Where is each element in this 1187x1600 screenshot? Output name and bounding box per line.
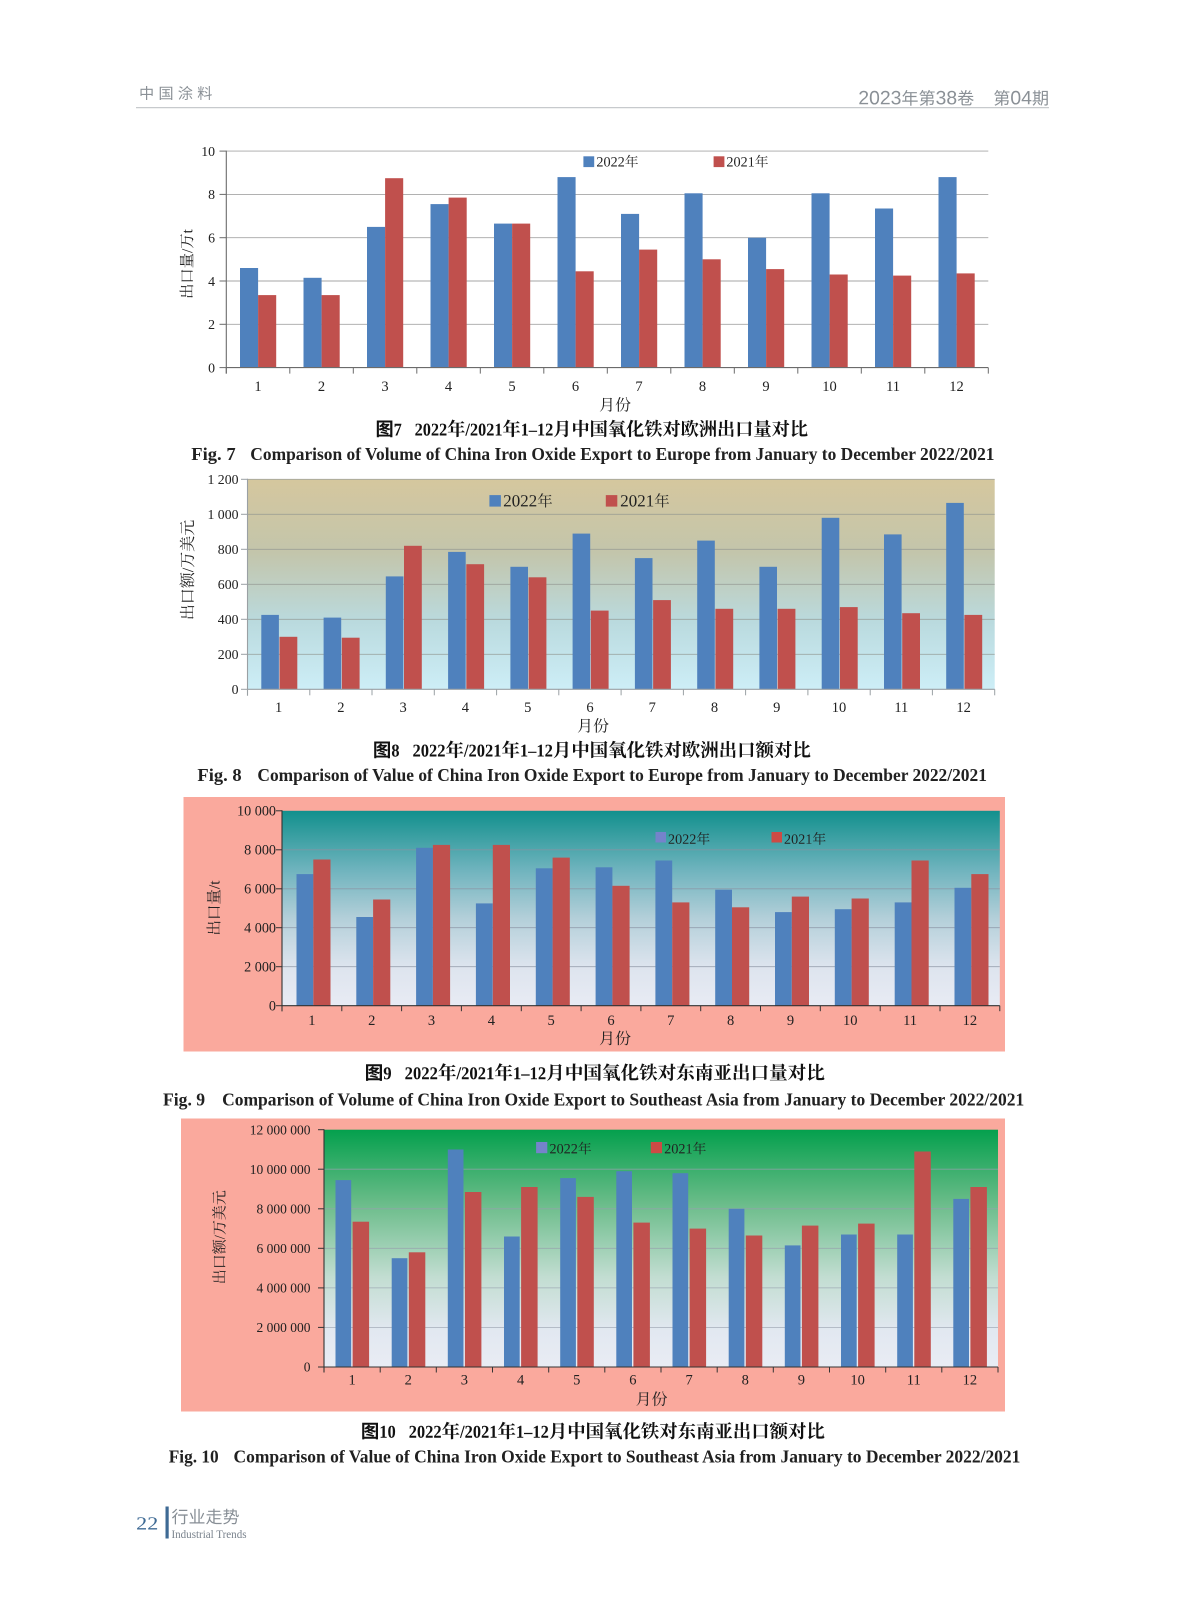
svg-text:2 000 000: 2 000 000 [257, 1320, 311, 1335]
svg-text:9: 9 [773, 700, 780, 716]
svg-text:6: 6 [607, 1013, 614, 1029]
svg-text:12: 12 [963, 1013, 978, 1029]
svg-text:5: 5 [548, 1013, 555, 1029]
svg-text:Comparison of Volume of China: Comparison of Volume of China Iron Oxide… [222, 1090, 1024, 1110]
svg-text:5: 5 [524, 700, 531, 716]
svg-text:8 000: 8 000 [244, 843, 276, 859]
svg-text:10: 10 [850, 1373, 865, 1389]
svg-text:8: 8 [699, 379, 706, 395]
svg-text:1: 1 [254, 379, 261, 395]
svg-text:12 000 000: 12 000 000 [250, 1122, 311, 1137]
svg-text:3: 3 [400, 700, 407, 716]
svg-text:4: 4 [462, 700, 470, 716]
svg-text:2: 2 [368, 1013, 375, 1029]
svg-text:3: 3 [428, 1013, 435, 1029]
svg-text:4: 4 [488, 1013, 496, 1029]
svg-text:Comparison of Volume of China: Comparison of Volume of China Iron Oxide… [250, 444, 994, 464]
svg-text:Industrial Trends: Industrial Trends [172, 1527, 247, 1541]
svg-text:7: 7 [649, 700, 656, 716]
svg-text:6 000: 6 000 [244, 882, 276, 898]
svg-text:10 000: 10 000 [237, 804, 276, 820]
svg-text:Comparison of Value of China I: Comparison of Value of China Iron Oxide … [234, 1447, 1021, 1467]
svg-text:10: 10 [201, 144, 215, 159]
svg-text:9: 9 [787, 1013, 794, 1029]
svg-text:Fig. 7: Fig. 7 [191, 444, 236, 464]
svg-text:4 000 000: 4 000 000 [257, 1281, 311, 1296]
svg-text:8: 8 [711, 700, 718, 716]
svg-text:8: 8 [208, 187, 215, 202]
svg-text:6 000 000: 6 000 000 [257, 1241, 311, 1256]
svg-text:6: 6 [629, 1373, 636, 1389]
svg-text:9: 9 [762, 379, 769, 395]
svg-text:Fig. 8: Fig. 8 [197, 765, 241, 785]
svg-text:3: 3 [461, 1373, 468, 1389]
svg-text:Fig. 10: Fig. 10 [169, 1447, 219, 1467]
svg-text:Fig. 9: Fig. 9 [163, 1090, 205, 1110]
svg-text:12: 12 [949, 379, 964, 395]
svg-text:8: 8 [742, 1373, 749, 1389]
svg-text:7: 7 [685, 1373, 692, 1389]
svg-text:600: 600 [218, 577, 239, 592]
svg-text:200: 200 [218, 647, 239, 662]
svg-text:11: 11 [886, 379, 900, 395]
svg-text:6: 6 [572, 379, 579, 395]
svg-text:4 000: 4 000 [244, 921, 276, 937]
svg-text:0: 0 [304, 1360, 311, 1375]
svg-text:7: 7 [635, 379, 642, 395]
svg-text:10: 10 [822, 379, 837, 395]
svg-text:1 200: 1 200 [207, 472, 238, 487]
svg-text:12: 12 [963, 1373, 978, 1389]
svg-text:5: 5 [508, 379, 515, 395]
svg-text:11: 11 [907, 1373, 921, 1389]
svg-text:1 000: 1 000 [207, 507, 238, 522]
svg-text:2: 2 [318, 379, 325, 395]
svg-text:4: 4 [445, 379, 453, 395]
svg-text:1: 1 [348, 1373, 355, 1389]
svg-text:11: 11 [903, 1013, 917, 1029]
svg-text:0: 0 [269, 999, 276, 1015]
svg-text:1: 1 [275, 700, 282, 716]
svg-text:10: 10 [832, 700, 847, 716]
svg-text:9: 9 [798, 1373, 805, 1389]
svg-text:12: 12 [956, 700, 971, 716]
svg-text:2: 2 [405, 1373, 412, 1389]
svg-text:5: 5 [573, 1373, 580, 1389]
svg-text:0: 0 [208, 360, 215, 375]
svg-text:11: 11 [894, 700, 908, 716]
svg-text:2: 2 [208, 317, 215, 332]
svg-text:8: 8 [727, 1013, 734, 1029]
svg-text:4: 4 [208, 274, 215, 289]
svg-text:6: 6 [586, 700, 593, 716]
svg-text:3: 3 [381, 379, 388, 395]
svg-text:0: 0 [232, 682, 239, 697]
svg-text:2 000: 2 000 [244, 960, 276, 976]
svg-text:7: 7 [667, 1013, 674, 1029]
svg-text:800: 800 [218, 542, 239, 557]
svg-text:400: 400 [218, 612, 239, 627]
svg-text:8 000 000: 8 000 000 [257, 1202, 311, 1217]
svg-text:Comparison of Value of China I: Comparison of Value of China Iron Oxide … [257, 765, 987, 785]
svg-text:1: 1 [308, 1013, 315, 1029]
svg-text:10: 10 [843, 1013, 858, 1029]
svg-text:10 000 000: 10 000 000 [250, 1162, 311, 1177]
svg-text:2: 2 [337, 700, 344, 716]
svg-text:4: 4 [517, 1373, 525, 1389]
svg-text:6: 6 [208, 231, 215, 246]
